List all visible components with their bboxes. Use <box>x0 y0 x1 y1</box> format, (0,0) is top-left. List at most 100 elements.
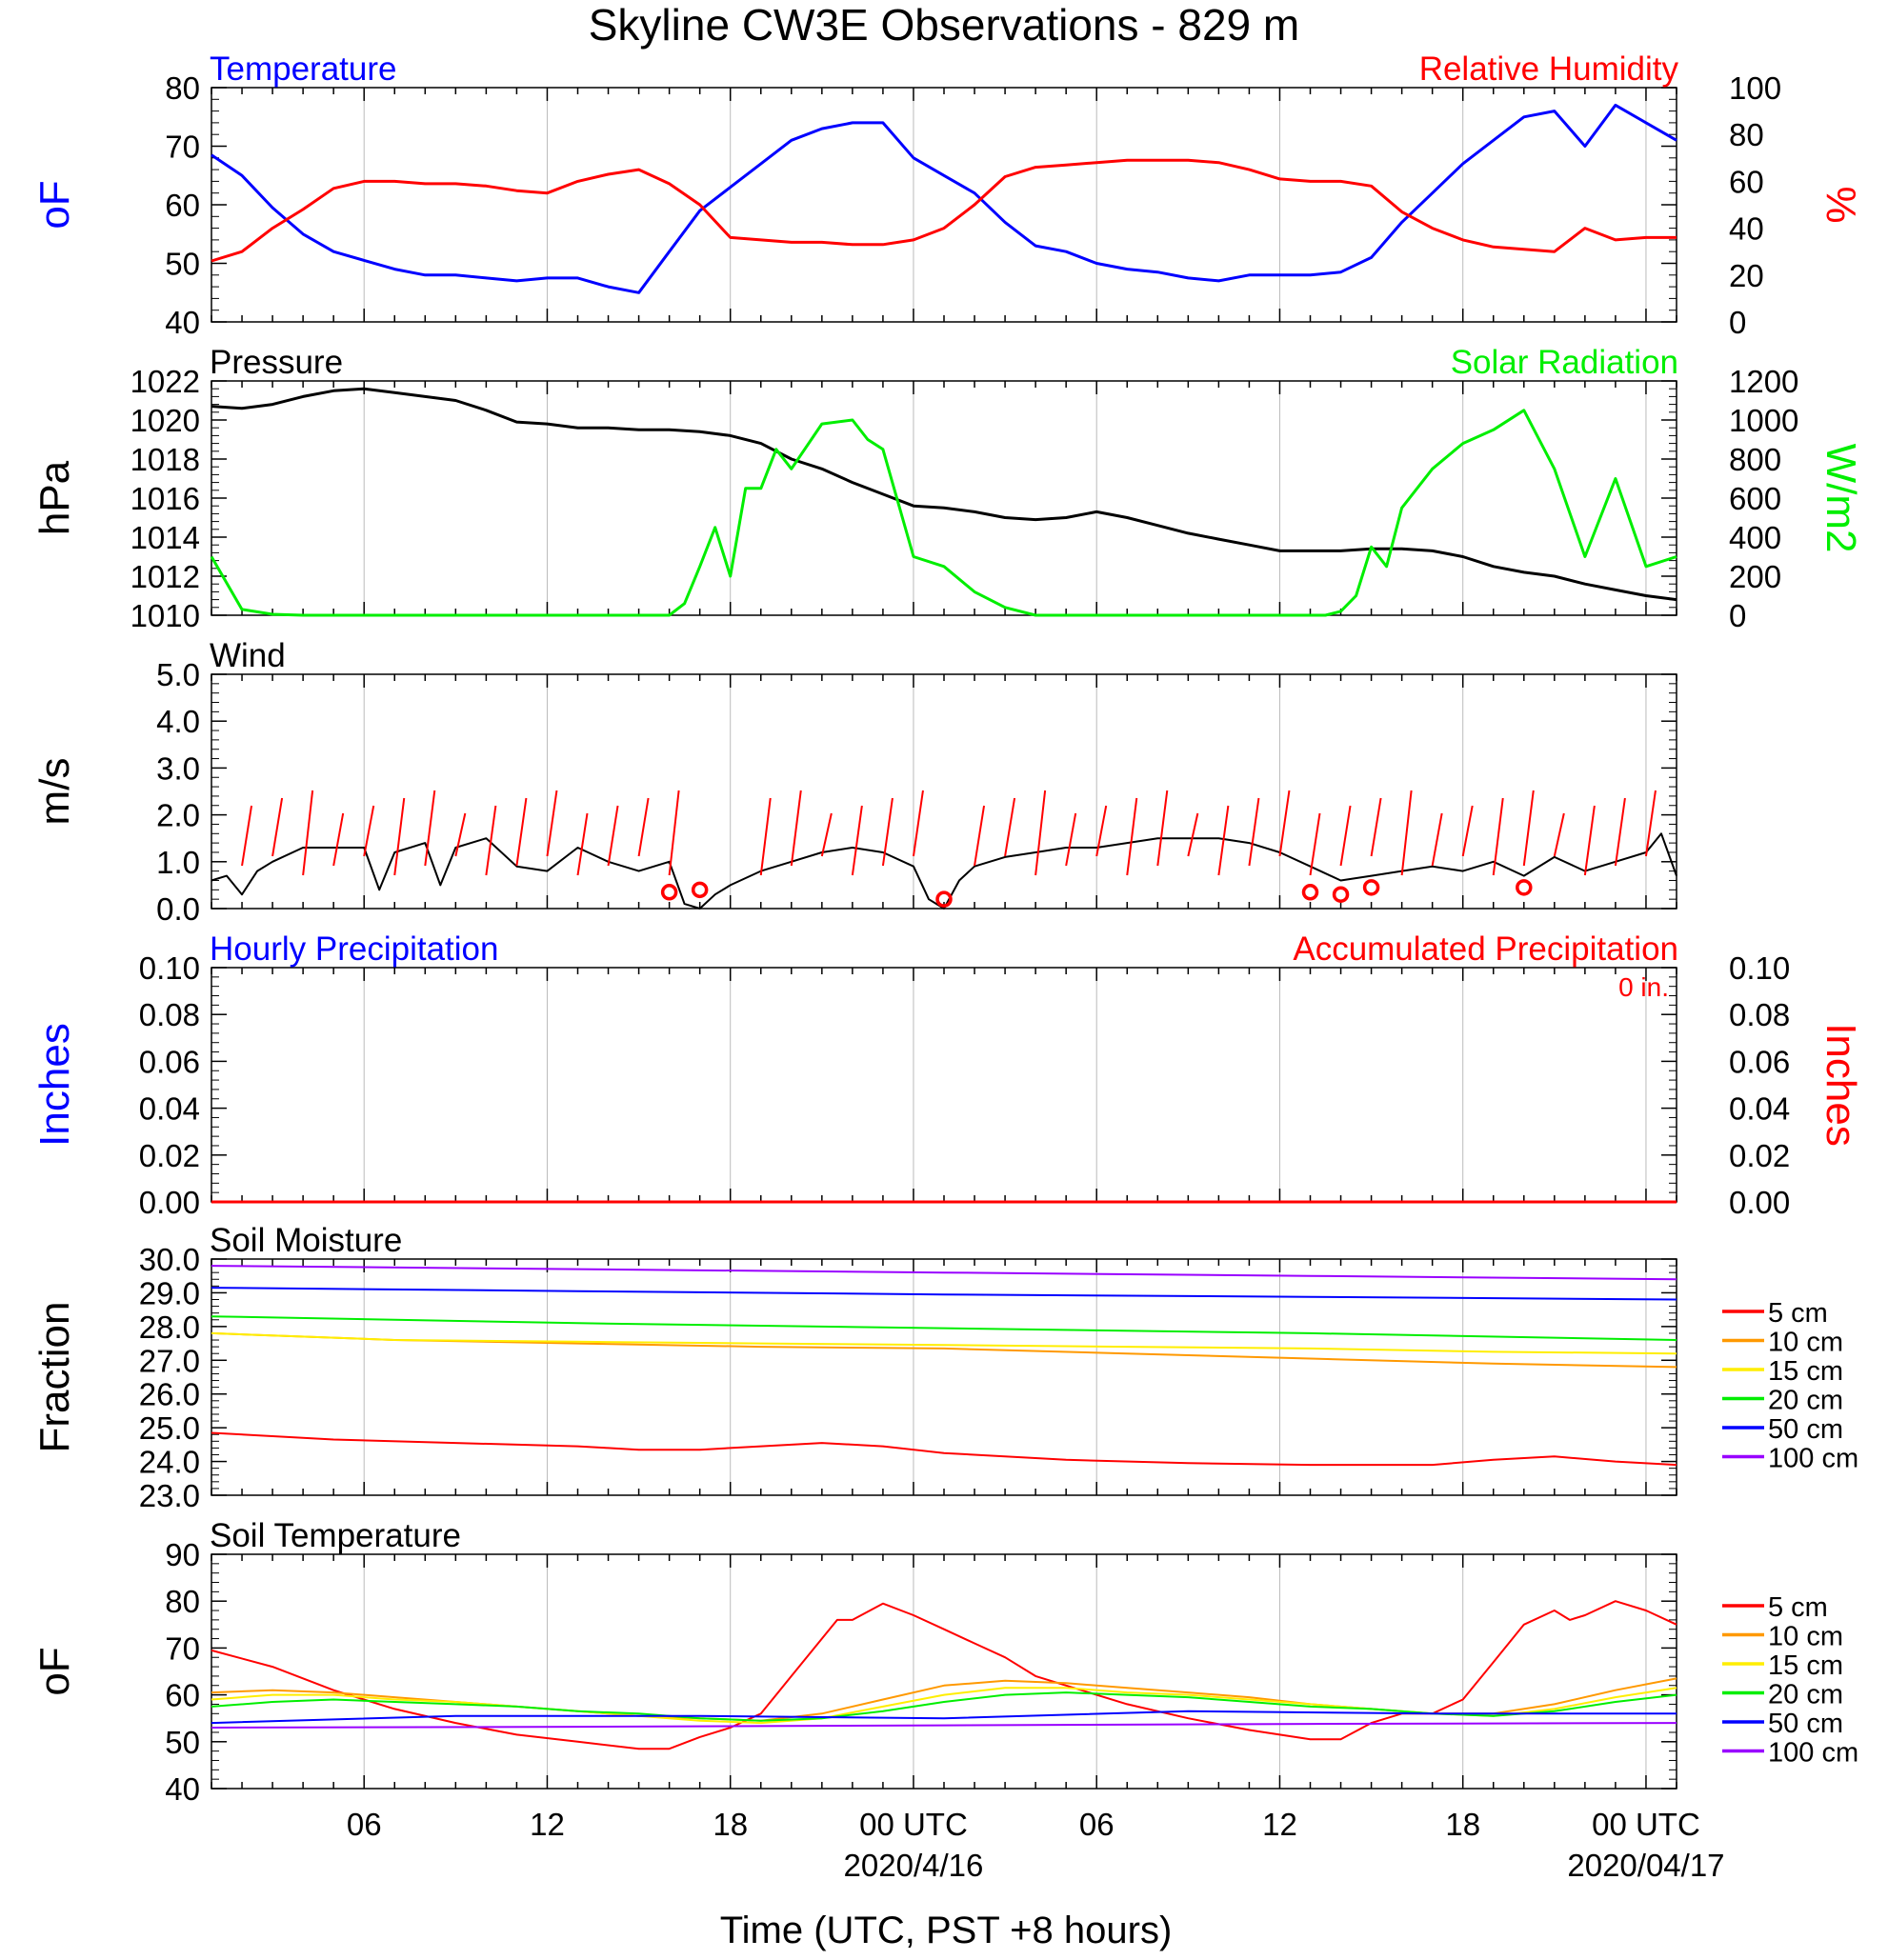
panel-title-left: Hourly Precipitation <box>210 930 498 968</box>
wind-direction-stick <box>1614 797 1626 867</box>
panel-frame <box>211 673 1677 910</box>
wind-direction-stick <box>1583 805 1596 876</box>
y-axis-label-left: oF <box>31 180 78 229</box>
calm-wind-marker <box>691 881 709 899</box>
panel-temperature-rh: 40 50 60 70 80 0 20 40 60 80 100 Temperature Relativ… <box>31 50 1864 340</box>
y-tick-label-left: 2.0 <box>156 798 200 833</box>
panel-soil-moisture: 23.024.025.026.027.028.029.030.0 Soil Moi… <box>31 1222 1858 1513</box>
y-tick-label-right: 0.06 <box>1729 1044 1790 1079</box>
legend-label: 20 cm <box>1768 1386 1843 1416</box>
wind-direction-stick <box>1217 805 1230 876</box>
y-tick-label-right: 100 <box>1729 70 1781 106</box>
y-tick-label-left: 90 <box>165 1537 200 1572</box>
y-tick-label-left: 0.10 <box>139 950 200 986</box>
y-tick-label-right: 600 <box>1729 481 1781 516</box>
y-axis-label-left: Inches <box>31 1023 78 1147</box>
y-tick-label-right: 0.04 <box>1729 1091 1790 1127</box>
wind-direction-stick <box>1492 797 1504 876</box>
y-tick-label-left: 28.0 <box>139 1310 200 1345</box>
y-tick-label-left: 0.08 <box>139 997 200 1032</box>
y-tick-label-left: 0.06 <box>139 1044 200 1079</box>
panel-frame <box>211 1553 1677 1790</box>
panel-title-left: Pressure <box>210 344 343 381</box>
x-tick-label: 18 <box>713 1807 748 1842</box>
wind-direction-stick <box>1461 805 1474 857</box>
y-tick-label-right: 0.00 <box>1729 1185 1790 1220</box>
series-line-sm100 <box>211 1265 1677 1281</box>
y-tick-label-right: 60 <box>1729 164 1764 199</box>
y-tick-label-right: 0 <box>1729 305 1746 340</box>
y-tick-label-right: 1000 <box>1729 403 1798 438</box>
y-tick-label-left: 1020 <box>131 403 200 438</box>
y-tick-label-right: 20 <box>1729 258 1764 293</box>
y-tick-label-left: 26.0 <box>139 1377 200 1412</box>
wind-direction-stick <box>1034 790 1047 876</box>
calm-wind-marker <box>1362 879 1380 896</box>
y-tick-label-left: 24.0 <box>139 1445 200 1480</box>
y-axis-label-left: oF <box>31 1647 78 1695</box>
y-tick-label-left: 70 <box>165 1630 200 1666</box>
wind-direction-stick <box>1278 790 1291 857</box>
wind-direction-stick <box>607 805 619 867</box>
legend-label: 5 cm <box>1768 1298 1828 1329</box>
legend-label: 20 cm <box>1768 1680 1843 1710</box>
wind-direction-stick <box>1065 812 1077 867</box>
y-tick-label-right: 400 <box>1729 520 1781 555</box>
chart-title: Skyline CW3E Observations - 829 m <box>589 0 1300 50</box>
panel-wind: 0.0 1.0 2.0 3.0 4.0 5.0 Wind m/s <box>31 637 1677 927</box>
series-line-pressure <box>211 387 1677 602</box>
wind-direction-stick <box>454 812 467 857</box>
series-line-sm50 <box>211 1287 1677 1301</box>
wind-direction-stick <box>637 797 650 857</box>
legend-label: 100 cm <box>1768 1444 1858 1474</box>
wind-direction-stick <box>1004 797 1016 857</box>
y-tick-label-left: 1010 <box>131 598 200 633</box>
series-line-rh <box>211 158 1677 263</box>
calm-wind-marker <box>660 884 678 901</box>
y-tick-label-right: 40 <box>1729 211 1764 247</box>
y-tick-label-right: 200 <box>1729 559 1781 594</box>
y-tick-label-left: 50 <box>165 247 200 282</box>
wind-direction-stick <box>1126 797 1138 876</box>
wind-direction-stick <box>1309 812 1321 876</box>
panel-title-left: Soil Temperature <box>210 1517 461 1554</box>
series-line-solar <box>210 409 1677 617</box>
y-axis-label-left: Fraction <box>31 1302 78 1453</box>
wind-direction-stick <box>271 797 284 857</box>
legend-label: 15 cm <box>1768 1356 1843 1387</box>
y-tick-label-left: 27.0 <box>139 1343 200 1378</box>
y-tick-label-left: 23.0 <box>139 1478 200 1513</box>
wind-direction-stick <box>1187 812 1199 857</box>
y-tick-label-left: 70 <box>165 130 200 165</box>
series-line-st50 <box>211 1710 1677 1725</box>
y-tick-label-right: 0.02 <box>1729 1138 1790 1173</box>
y-tick-label-left: 5.0 <box>156 657 200 692</box>
y-tick-label-left: 0.00 <box>139 1185 200 1220</box>
y-tick-label-left: 25.0 <box>139 1410 200 1446</box>
x-tick-label: 12 <box>1262 1807 1297 1842</box>
y-tick-label-right: 0 <box>1729 598 1746 633</box>
wind-direction-stick <box>485 805 497 876</box>
x-date-label: 2020/04/17 <box>1567 1848 1724 1883</box>
panel-precipitation: 0.00 0.02 0.04 0.06 0.08 0.10 0.00 0.02 0.04 0.06… <box>31 930 1864 1220</box>
panel-frame <box>211 967 1677 1203</box>
y-tick-label-left: 60 <box>165 1678 200 1713</box>
wind-direction-stick <box>576 812 589 876</box>
x-axis-label: Time (UTC, PST +8 hours) <box>720 1910 1173 1951</box>
wind-direction-stick <box>424 790 436 867</box>
panel-title-right: Relative Humidity <box>1419 50 1679 88</box>
y-tick-label-left: 50 <box>165 1725 200 1760</box>
wind-direction-stick <box>974 805 986 867</box>
series-line-sm15 <box>211 1331 1677 1355</box>
x-tick-label: 06 <box>1079 1807 1115 1842</box>
series-line-sm5 <box>211 1431 1677 1467</box>
panel-title-left: Temperature <box>210 50 396 88</box>
y-axis-label-right: W/m2 <box>1818 444 1864 553</box>
panel-frame <box>211 87 1677 323</box>
y-tick-label-left: 1.0 <box>156 845 200 880</box>
wind-direction-stick <box>393 797 406 876</box>
